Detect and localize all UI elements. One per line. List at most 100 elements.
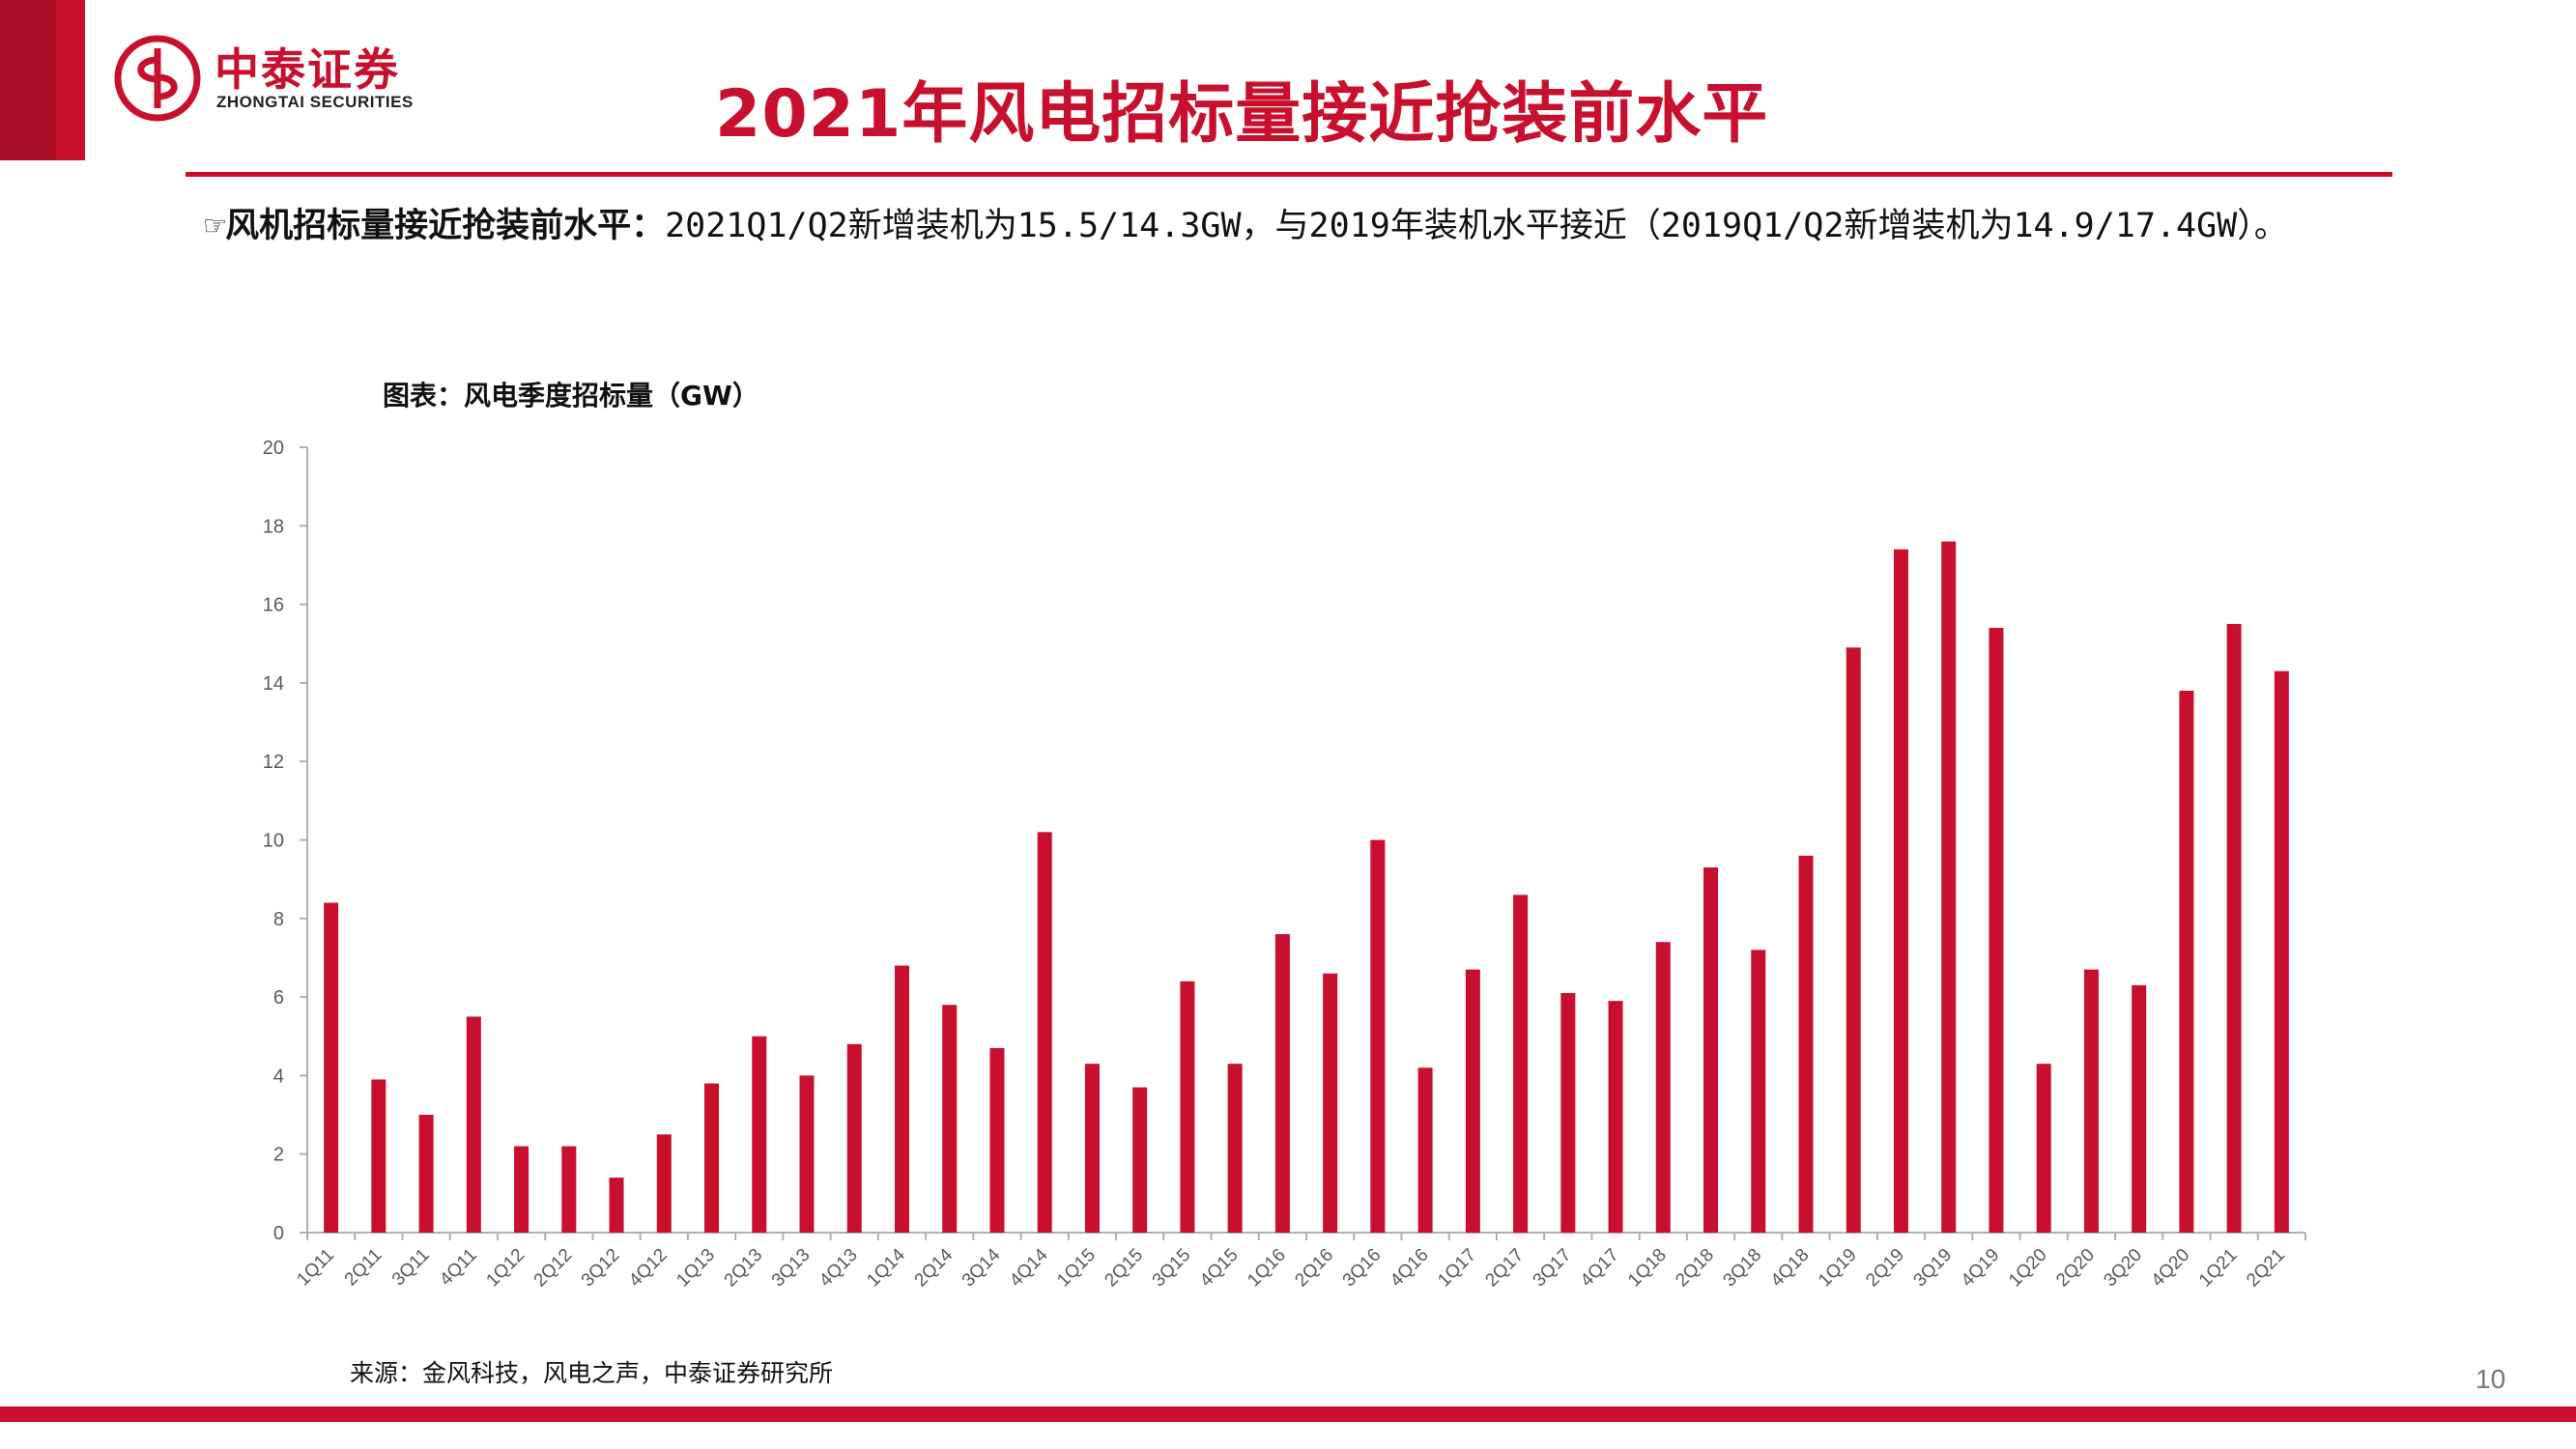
bar-4Q15 [1227,1064,1243,1233]
bar-3Q15 [1180,980,1195,1233]
bar-1Q12 [514,1146,530,1233]
x-tick-label-1Q15: 1Q15 [1053,1245,1100,1292]
bar-2Q20 [2083,969,2099,1233]
x-tick-label-1Q14: 1Q14 [863,1244,909,1291]
logo-text-en: ZHONGTAI SECURITIES [216,93,414,111]
bar-4Q14 [1037,832,1052,1233]
x-tick-label-2Q20: 2Q20 [2052,1245,2099,1292]
y-tick-label: 6 [273,987,284,1009]
bar-1Q14 [894,965,909,1233]
page-title: 2021年风电招标量接近抢装前水平 [715,76,1769,153]
source-note: 来源：金风科技，风电之声，中泰证券研究所 [350,1359,834,1387]
x-tick-label-4Q11: 4Q11 [436,1245,481,1291]
x-tick-label-3Q11: 3Q11 [388,1245,434,1291]
x-tick-label-2Q11: 2Q11 [341,1245,386,1291]
chart-caption: 图表：风电季度招标量（GW） [383,380,759,412]
bar-3Q18 [1751,950,1766,1233]
bar-4Q18 [1798,855,1814,1233]
x-tick-label-4Q17: 4Q17 [1577,1245,1623,1292]
bar-2Q18 [1703,867,1719,1233]
bar-4Q17 [1608,1001,1623,1233]
x-tick-label-4Q12: 4Q12 [625,1245,672,1292]
bar-3Q19 [1941,541,1957,1233]
x-tick-label-3Q18: 3Q18 [1720,1245,1766,1292]
y-tick-label: 20 [263,438,284,459]
x-tick-label-3Q15: 3Q15 [1149,1245,1195,1292]
bar-4Q11 [466,1016,481,1233]
x-tick-label-2Q16: 2Q16 [1291,1245,1337,1292]
x-tick-label-2Q19: 2Q19 [1862,1245,1908,1292]
bar-1Q18 [1655,942,1671,1233]
bar-1Q13 [704,1083,720,1233]
y-tick-label: 0 [273,1223,284,1244]
x-tick-label-1Q13: 1Q13 [673,1245,719,1292]
bar-2Q15 [1132,1087,1148,1233]
x-tick-label-3Q13: 3Q13 [768,1245,815,1292]
x-tick-label-1Q18: 1Q18 [1624,1245,1671,1292]
left-accent-bar-dark [0,0,56,160]
x-tick-label-4Q19: 4Q19 [1958,1245,2004,1292]
bar-2Q12 [561,1146,577,1233]
bar-3Q20 [2132,984,2147,1233]
bar-1Q19 [1846,647,1861,1233]
bar-4Q16 [1417,1067,1433,1233]
bar-1Q20 [2036,1064,2051,1233]
x-tick-label-1Q20: 1Q20 [2005,1245,2051,1292]
bar-2Q21 [2274,670,2289,1233]
bar-3Q17 [1560,993,1576,1233]
bar-1Q16 [1274,934,1290,1233]
x-tick-label-2Q13: 2Q13 [721,1245,767,1292]
bar-2Q14 [942,1005,958,1233]
bar-1Q15 [1084,1064,1100,1233]
bar-4Q20 [2179,691,2194,1233]
y-tick-label: 14 [263,673,284,695]
bar-2Q13 [752,1036,767,1233]
bottom-bar [0,1406,2576,1422]
y-tick-label: 16 [263,595,284,616]
bar-3Q11 [418,1115,434,1233]
zhongtai-logo-icon [114,35,201,122]
bar-4Q12 [656,1134,672,1233]
summary-bullet: ☞风机招标量接近抢装前水平：2021Q1/Q2新增装机为15.5/14.3GW，… [205,199,2389,253]
bar-2Q16 [1323,973,1338,1233]
x-tick-label-4Q13: 4Q13 [816,1245,862,1292]
y-tick-label: 4 [273,1065,284,1087]
page-number: 10 [2476,1364,2506,1394]
x-tick-label-3Q12: 3Q12 [578,1245,624,1292]
bar-4Q13 [846,1043,862,1233]
bar-3Q12 [609,1178,624,1233]
y-tick-label: 18 [263,516,284,537]
x-tick-label-4Q14: 4Q14 [1006,1244,1052,1291]
bar-3Q13 [799,1075,815,1233]
x-tick-label-2Q17: 2Q17 [1481,1245,1528,1292]
x-tick-label-2Q21: 2Q21 [2243,1245,2289,1292]
logo: 中泰证券 ZHONGTAI SECURITIES [114,31,462,128]
bar-4Q19 [1989,627,2004,1233]
y-tick-label: 2 [273,1145,284,1166]
x-tick-label-3Q14: 3Q14 [959,1244,1005,1291]
x-tick-label-2Q18: 2Q18 [1672,1245,1718,1292]
bar-1Q11 [324,902,339,1233]
x-tick-label-4Q16: 4Q16 [1387,1245,1433,1292]
y-tick-label: 8 [273,909,284,930]
x-tick-label-1Q17: 1Q17 [1434,1245,1480,1292]
x-tick-label-2Q14: 2Q14 [911,1244,958,1291]
pointing-hand-icon: ☞ [205,207,226,245]
bar-2Q19 [1893,549,1908,1233]
bullet-lead: 风机招标量接近抢装前水平： [225,207,666,245]
y-tick-label: 12 [263,752,284,773]
x-tick-label-4Q15: 4Q15 [1196,1245,1243,1292]
x-tick-label-1Q11: 1Q11 [293,1245,338,1291]
x-tick-label-3Q17: 3Q17 [1530,1245,1576,1292]
bar-1Q21 [2226,623,2242,1233]
bar-3Q16 [1370,839,1386,1233]
y-tick-label: 10 [263,831,284,852]
x-tick-label-2Q15: 2Q15 [1101,1245,1147,1292]
x-tick-label-3Q20: 3Q20 [2100,1245,2146,1292]
bar-2Q17 [1513,895,1529,1233]
x-tick-label-4Q18: 4Q18 [1767,1245,1814,1292]
x-tick-label-1Q19: 1Q19 [1815,1245,1861,1292]
bar-1Q17 [1465,969,1480,1233]
bar-2Q11 [371,1079,386,1233]
